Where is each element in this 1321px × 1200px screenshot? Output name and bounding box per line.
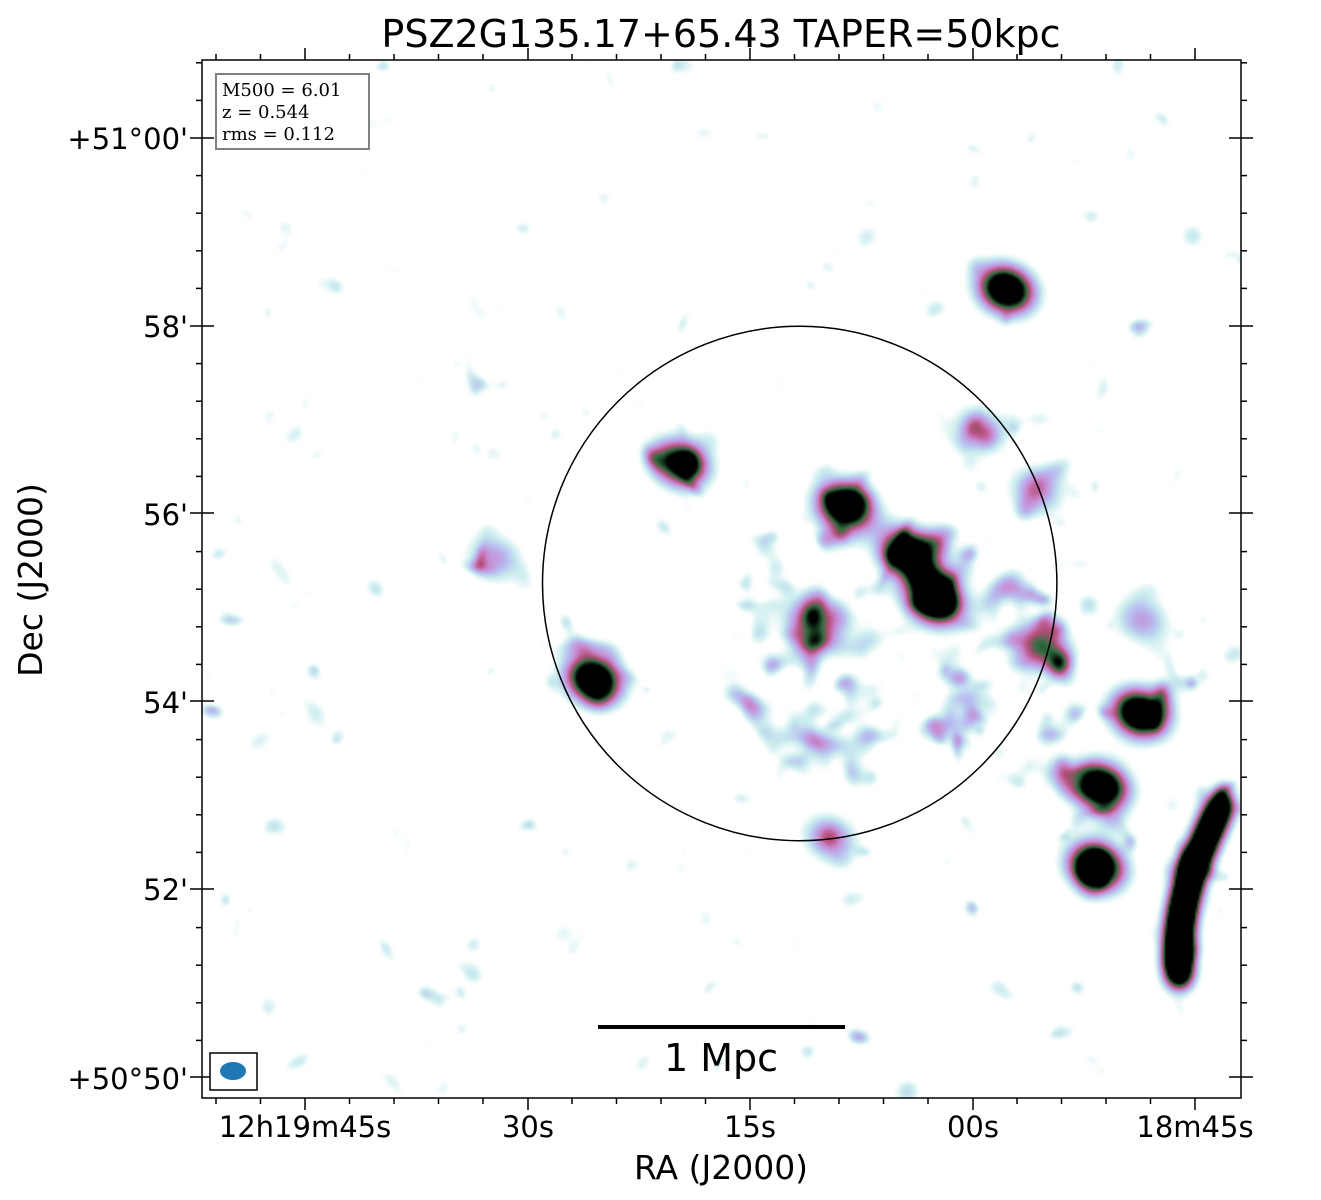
axis-ticks	[190, 48, 1253, 1110]
info-rms: rms = 0.112	[222, 124, 335, 145]
r500-circle	[541, 325, 1058, 842]
y-tick-labels: +51°00' 58' 56' 54' 52' +50°50'	[67, 122, 188, 1096]
x-tick-label: 00s	[947, 1110, 999, 1144]
plot-frame	[201, 59, 1242, 1099]
y-tick-label: 56'	[143, 498, 188, 532]
beam-ellipse	[220, 1062, 246, 1080]
y-tick-label: 52'	[143, 873, 188, 907]
scale-bar: 1 Mpc	[598, 1025, 845, 1080]
info-box-frame	[215, 73, 370, 150]
info-box: M500 = 6.01 z = 0.544 rms = 0.112	[215, 73, 370, 150]
scale-bar-label: 1 Mpc	[664, 1036, 778, 1080]
x-tick-label: 12h19m45s	[219, 1110, 391, 1144]
y-tick-label: +51°00'	[67, 122, 188, 156]
beam-indicator	[209, 1052, 258, 1091]
y-tick-label: 54'	[143, 686, 188, 720]
y-tick-label: +50°50'	[67, 1062, 188, 1096]
info-redshift: z = 0.544	[222, 102, 310, 123]
chart-title: PSZ2G135.17+65.43 TAPER=50kpc	[381, 12, 1060, 56]
y-axis-label: Dec (J2000)	[11, 483, 50, 677]
x-tick-label: 30s	[502, 1110, 554, 1144]
x-tick-label: 15s	[724, 1110, 776, 1144]
x-tick-label: 18m45s	[1136, 1110, 1253, 1144]
x-axis-label: RA (J2000)	[634, 1148, 808, 1187]
radio-intensity-map	[202, 60, 1241, 1098]
x-tick-labels: 12h19m45s 30s 15s 00s 18m45s	[219, 1110, 1254, 1144]
y-tick-label: 58'	[143, 310, 188, 344]
info-m500: M500 = 6.01	[222, 80, 341, 101]
image-area	[202, 60, 1241, 1098]
